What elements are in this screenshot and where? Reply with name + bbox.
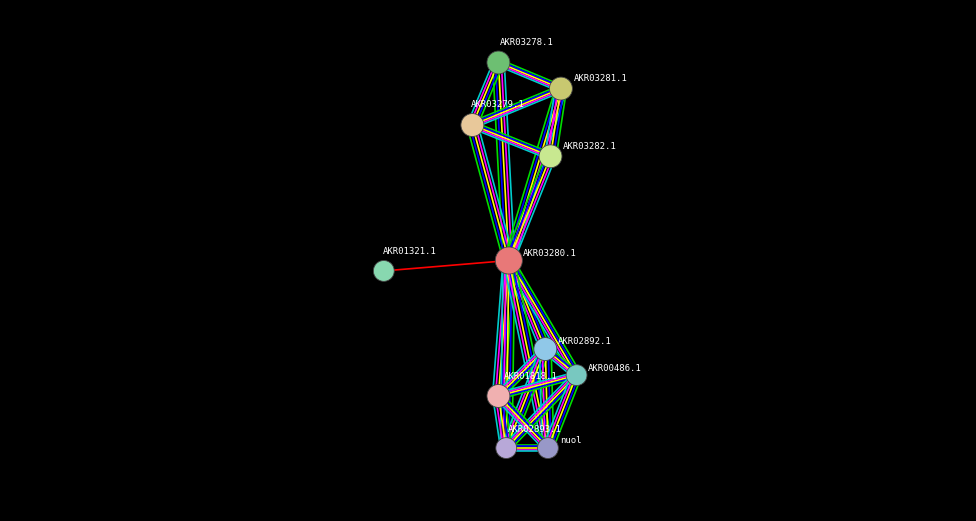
Text: AKR03278.1: AKR03278.1	[500, 38, 553, 47]
Text: nuol: nuol	[560, 437, 582, 445]
Circle shape	[496, 438, 516, 458]
Circle shape	[534, 338, 556, 361]
Circle shape	[461, 114, 484, 137]
Circle shape	[539, 145, 562, 168]
Circle shape	[487, 51, 509, 74]
Text: AKR03281.1: AKR03281.1	[574, 75, 628, 83]
Text: AKR03279.1: AKR03279.1	[471, 101, 525, 109]
Text: AKR00486.1: AKR00486.1	[588, 364, 642, 373]
Circle shape	[495, 247, 522, 274]
Text: AKR03280.1: AKR03280.1	[523, 249, 577, 258]
Circle shape	[566, 365, 587, 386]
Text: AKR01818.1: AKR01818.1	[504, 373, 557, 381]
Text: AKR01321.1: AKR01321.1	[383, 247, 436, 256]
Text: AKR02892.1: AKR02892.1	[558, 338, 612, 346]
Text: AKR02893.1: AKR02893.1	[508, 425, 561, 434]
Text: AKR03282.1: AKR03282.1	[563, 142, 617, 151]
Circle shape	[487, 384, 509, 407]
Circle shape	[549, 77, 572, 100]
Circle shape	[374, 260, 394, 281]
Circle shape	[538, 438, 558, 458]
